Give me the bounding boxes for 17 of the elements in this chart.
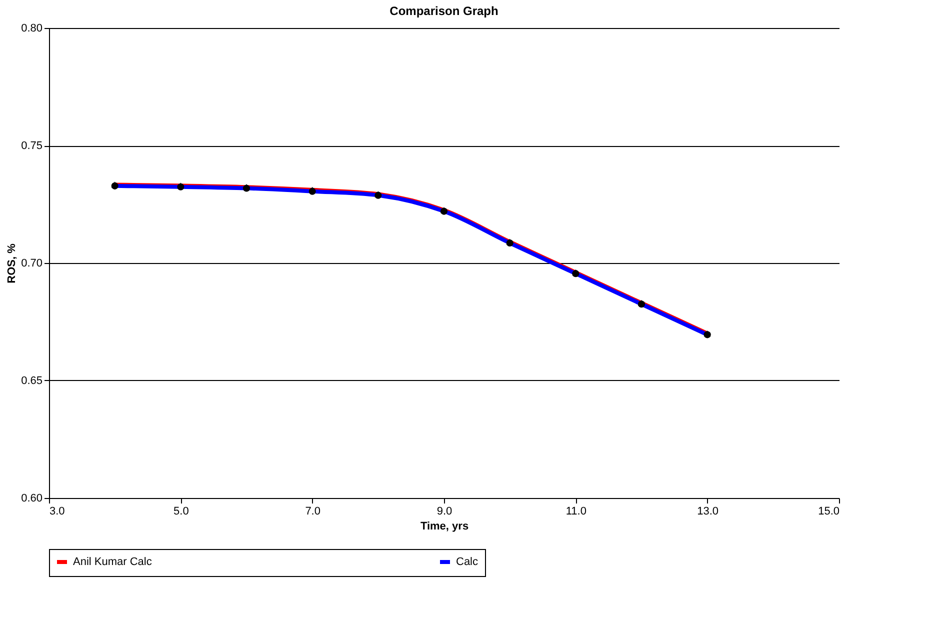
y-tick-label: 0.60 [21, 492, 42, 504]
chart-title: Comparison Graph [390, 4, 498, 18]
y-tick-label: 0.70 [21, 258, 42, 270]
x-tick-label: 11.0 [566, 506, 586, 518]
x-tick-label: 5.0 [174, 506, 189, 518]
y-axis-title: ROS, % [6, 243, 18, 284]
legend-label: Calc [456, 556, 479, 568]
y-tick-label: 0.80 [21, 22, 42, 34]
x-tick-label: 15.0 [818, 506, 840, 518]
x-axis-title: Time, yrs [420, 520, 469, 532]
y-tick-label: 0.75 [21, 140, 42, 152]
x-tick-label: 7.0 [305, 506, 320, 518]
x-tick-label: 9.0 [436, 506, 452, 518]
legend-label: Anil Kumar Calc [73, 556, 152, 568]
x-tick-label: 3.0 [50, 506, 65, 518]
y-tick-label: 0.65 [21, 375, 42, 387]
x-tick-label: 13.0 [697, 506, 719, 518]
